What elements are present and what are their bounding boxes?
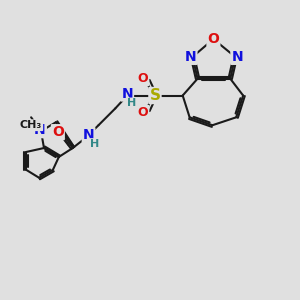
- Text: H: H: [90, 139, 99, 149]
- Text: N: N: [185, 50, 197, 64]
- Text: N: N: [231, 50, 243, 64]
- Text: CH₃: CH₃: [20, 120, 42, 130]
- Text: N: N: [34, 123, 46, 137]
- Text: S: S: [149, 88, 161, 103]
- Text: O: O: [138, 106, 148, 119]
- Text: H: H: [127, 98, 136, 108]
- Text: N: N: [122, 86, 133, 100]
- Text: O: O: [138, 72, 148, 85]
- Text: O: O: [52, 125, 64, 139]
- Text: N: N: [83, 128, 94, 142]
- Text: O: O: [208, 32, 219, 46]
